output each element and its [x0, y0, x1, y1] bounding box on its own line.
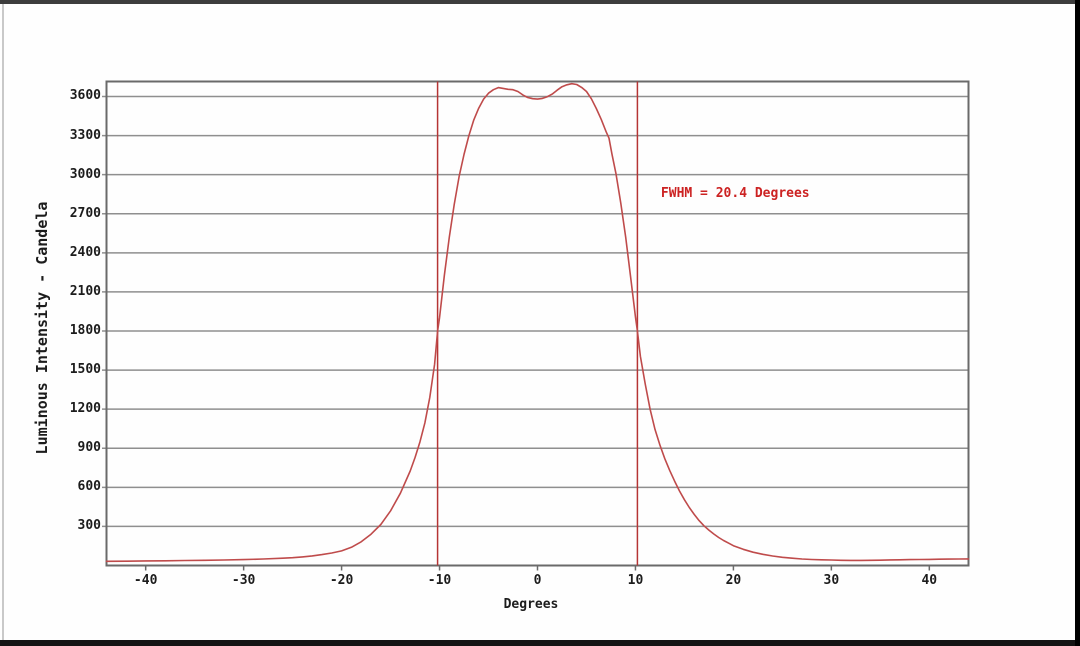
fwhm-annotation: FWHM = 20.4 Degrees	[660, 185, 810, 201]
y-tick-label: 3600	[69, 88, 101, 104]
y-tick-label: 1800	[69, 322, 101, 338]
luminous-intensity-curve	[105, 82, 970, 563]
gridlines	[102, 95, 969, 528]
y-tick-label: 1500	[69, 362, 101, 378]
x-tick-label: 0	[533, 572, 542, 588]
x-axis-title: Degrees	[503, 597, 559, 612]
letterbox-right-bar	[1075, 0, 1080, 646]
y-tick-label: 300	[77, 518, 101, 534]
x-tick-label: -20	[329, 572, 354, 588]
y-tick-label: 600	[77, 479, 101, 495]
fwhm-vertical-lines	[436, 81, 639, 566]
y-tick-label: 2100	[69, 283, 101, 299]
x-tick-label: -30	[231, 572, 256, 588]
x-tick-label: 20	[725, 572, 742, 588]
y-tick-label: 2700	[69, 205, 101, 221]
x-tick-label: 10	[627, 572, 644, 588]
letterbox-bottom-bar	[0, 640, 1080, 646]
plot-border	[105, 80, 970, 567]
letterbox-top-bar	[0, 0, 1080, 4]
y-tick-label: 2400	[69, 244, 101, 260]
x-tick-label: 30	[823, 572, 840, 588]
x-tick-label: -10	[427, 572, 452, 588]
y-tick-label: 900	[77, 440, 101, 456]
y-tick-label: 3000	[69, 166, 101, 182]
y-tick-label: 3300	[69, 127, 101, 143]
x-tick-label: -40	[133, 572, 158, 588]
y-tick-label: 1200	[69, 401, 101, 417]
x-tick-label: 40	[921, 572, 938, 588]
left-edge-line	[2, 4, 4, 640]
